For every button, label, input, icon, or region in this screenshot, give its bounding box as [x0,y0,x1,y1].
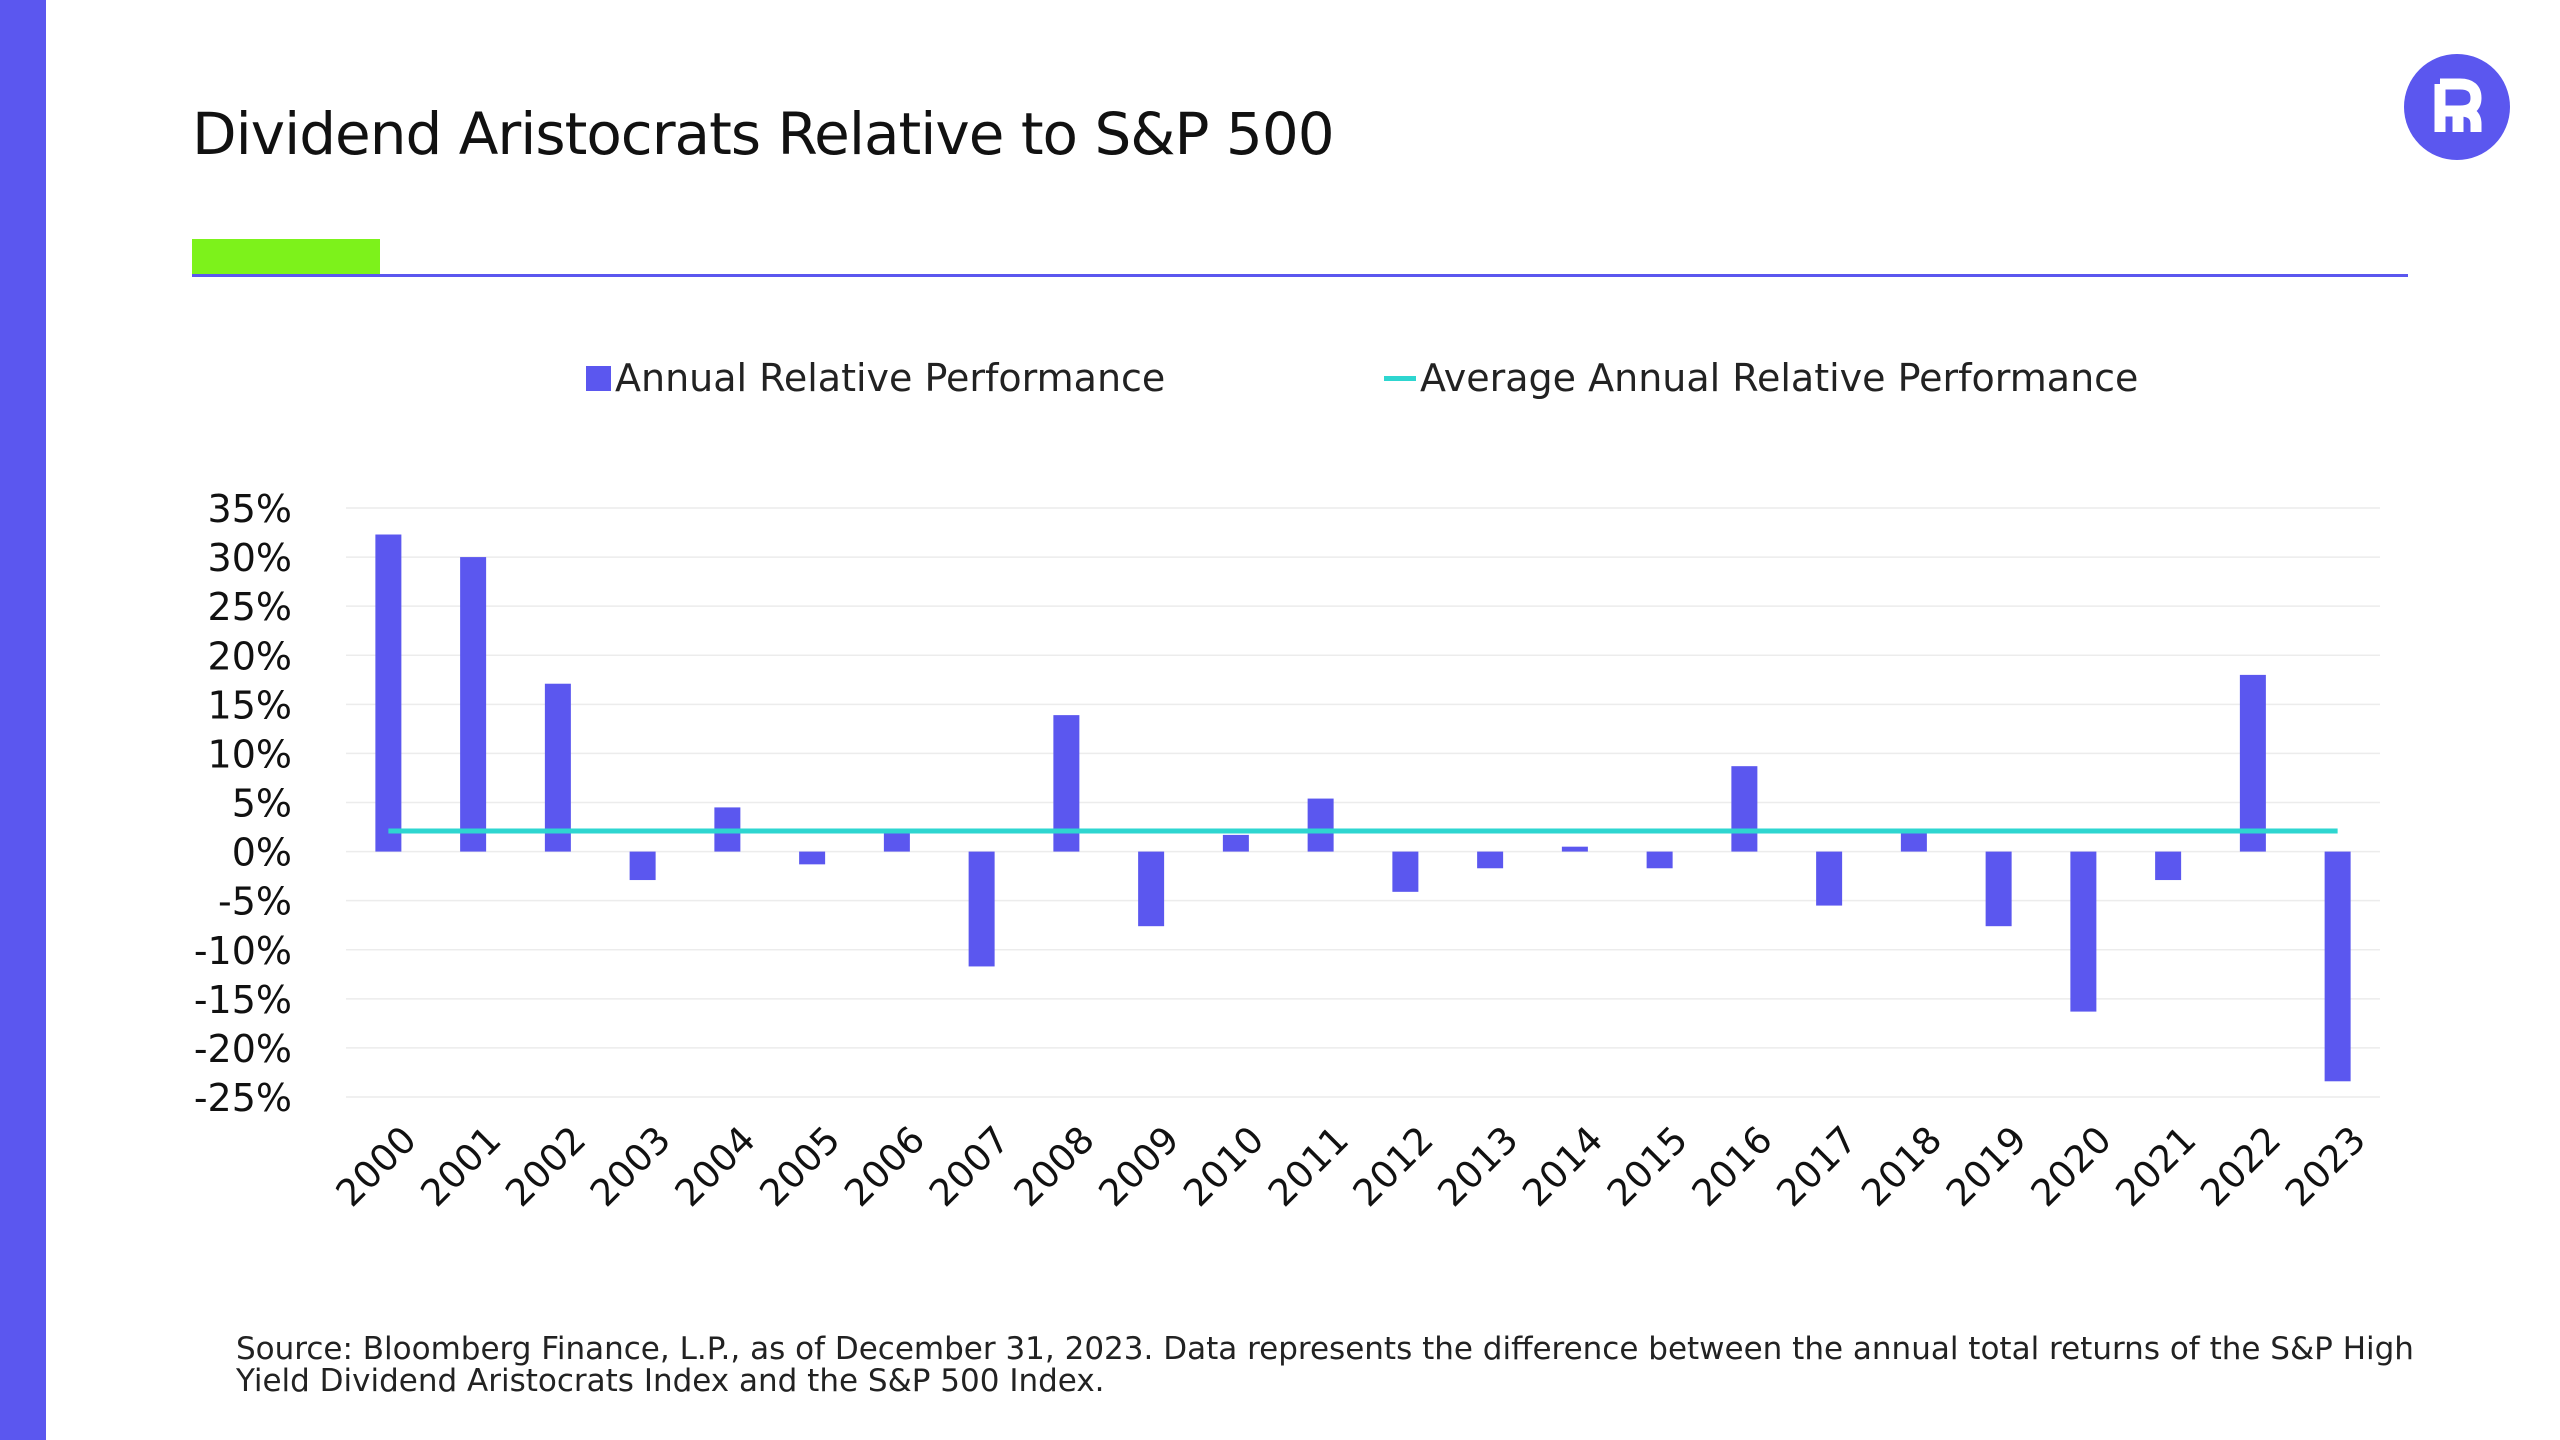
bar-2017 [1816,851,1843,906]
r-logo-icon [2404,54,2510,160]
x-tick-label: 2010 [1175,1118,1272,1215]
bar-2022 [2239,674,2266,852]
x-tick-label: 2021 [2107,1118,2204,1215]
bar-2006 [883,830,910,852]
y-tick-label: 25% [208,585,292,629]
x-tick-label: 2014 [1514,1118,1611,1215]
bar-2018 [1900,831,1927,852]
legend-line-label: Average Annual Relative Performance [1420,356,2139,400]
y-tick-label: 10% [208,732,292,776]
x-tick-label: 2019 [1938,1118,2035,1215]
x-tick-label: 2009 [1090,1118,1187,1215]
bar-2010 [1222,834,1249,852]
x-tick-label: 2017 [1768,1118,1865,1215]
left-accent-bar [0,0,46,1440]
bar-2005 [799,851,826,865]
bar-chart: 35% 30% 25% 20% 15% 10% 5% 0% -5% -10% -15% -20% -25… [194,487,2380,1215]
x-tick-label: 2008 [1006,1118,1103,1215]
source-footnote: Source: Bloomberg Finance, L.P., as of D… [236,1331,2414,1399]
legend-item-average: Average Annual Relative Performance [1384,356,2138,400]
x-tick-label: 2015 [1599,1118,1696,1215]
bar-2013 [1477,851,1504,869]
legend-item-bars: Annual Relative Performance [586,356,1165,400]
x-tick-label: 2023 [2277,1118,2374,1215]
legend-line-swatch [1384,375,1416,381]
y-tick-label: 20% [208,634,292,678]
x-tick-label: 2018 [1853,1118,1950,1215]
bar-2007 [968,851,995,967]
x-tick-label: 2002 [497,1118,594,1215]
bar-2000 [375,534,402,852]
y-tick-label: 35% [208,487,292,531]
y-tick-label: -10% [194,929,292,973]
legend-bar-swatch [586,365,611,391]
x-tick-label: 2001 [412,1118,509,1215]
bar-2002 [544,683,571,852]
bar-2003 [629,851,656,881]
x-tick-label: 2016 [1684,1118,1781,1215]
x-tick-label: 2000 [328,1118,425,1215]
x-tick-label: 2005 [751,1118,848,1215]
x-tick-label: 2011 [1260,1118,1357,1215]
title-accent-block [192,239,380,274]
bar-2021 [2155,851,2182,881]
x-tick-label: 2013 [1429,1118,1526,1215]
x-tick-label: 2004 [667,1118,764,1215]
bar-2014 [1561,846,1588,852]
x-tick-label: 2006 [836,1118,933,1215]
y-tick-label: 30% [208,536,292,580]
x-tick-label: 2020 [2023,1118,2120,1215]
y-tick-label: -5% [218,880,292,924]
r-logo-glyph [2434,78,2482,132]
y-tick-label: 0% [232,831,292,875]
bar-2011 [1307,798,1334,852]
bar-2012 [1392,851,1419,892]
title-divider [192,274,2408,277]
y-tick-label: 15% [208,683,292,727]
x-tick-label: 2007 [921,1118,1018,1215]
bar-2019 [1985,851,2012,927]
y-tick-label: -25% [194,1076,292,1120]
x-tick-label: 2003 [582,1118,679,1215]
x-tick-label: 2012 [1345,1118,1442,1215]
y-tick-label: -20% [194,1027,292,1071]
bar-2009 [1138,851,1165,927]
bar-2023 [2324,851,2351,1082]
y-tick-label: 5% [232,782,292,826]
y-tick-label: -15% [194,978,292,1022]
legend-bar-label: Annual Relative Performance [615,356,1166,400]
bar-2016 [1731,766,1758,852]
page-title: Dividend Aristocrats Relative to S&P 500 [192,100,1335,168]
bar-2001 [460,557,487,852]
bar-2015 [1646,851,1673,869]
x-tick-label: 2022 [2192,1118,2289,1215]
bar-2020 [2070,851,2097,1012]
